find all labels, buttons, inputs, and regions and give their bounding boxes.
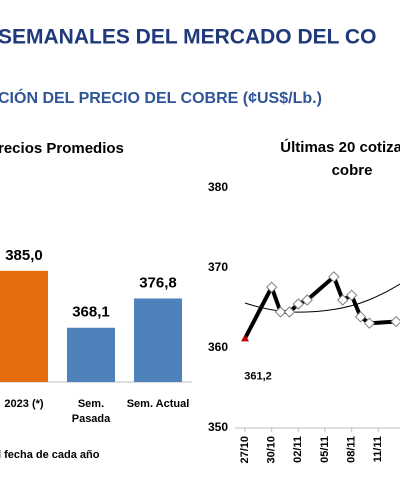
y-tick-label: 360 <box>208 340 228 354</box>
x-tick-label: 05/11 <box>319 436 331 463</box>
marker <box>390 315 400 328</box>
marker <box>265 281 278 293</box>
data-label: 385,0 <box>5 247 43 264</box>
marker <box>283 306 296 318</box>
footnote: l fecha de cada año <box>0 449 100 461</box>
x-tick-label: 27/10 <box>239 436 251 464</box>
bar <box>0 270 48 382</box>
x-tick-label: Sem. Actual <box>126 398 190 410</box>
marker <box>354 311 367 323</box>
marker <box>274 306 287 318</box>
marker <box>301 294 313 306</box>
marker <box>241 334 249 342</box>
x-tick-label: 08/11 <box>346 436 358 463</box>
bar <box>67 327 115 382</box>
chart-title: cobre <box>332 162 373 179</box>
y-tick-label: 370 <box>208 260 228 274</box>
chart-title: Últimas 20 cotizacio <box>280 138 400 156</box>
data-label: 368,1 <box>72 304 110 321</box>
page-title: SEMANALES DEL MERCADO DEL CO <box>0 26 376 49</box>
y-tick-label: 350 <box>208 420 228 434</box>
y-tick-label: 380 <box>208 180 228 194</box>
data-label: 361,2 <box>244 370 272 382</box>
x-tick-label: 30/10 <box>266 436 278 464</box>
marker <box>328 271 340 283</box>
x-tick-label: 02/11 <box>292 436 304 463</box>
marker <box>337 294 349 306</box>
x-tick-label: Sem. Pasada <box>71 398 111 425</box>
marker <box>363 317 376 329</box>
x-tick-label: 14/11 <box>399 436 400 463</box>
trend-line <box>244 283 400 313</box>
bar <box>134 298 182 382</box>
page-subtitle: CIÓN DEL PRECIO DEL COBRE (¢US$/Lb.) <box>0 88 322 107</box>
chart-title: recios Promedios <box>0 140 124 157</box>
data-label: 376,8 <box>139 274 177 291</box>
x-tick-label: 11/11 <box>372 436 384 462</box>
marker <box>292 298 305 310</box>
x-tick-label: 2023 (*) <box>4 398 44 410</box>
marker <box>345 289 358 301</box>
